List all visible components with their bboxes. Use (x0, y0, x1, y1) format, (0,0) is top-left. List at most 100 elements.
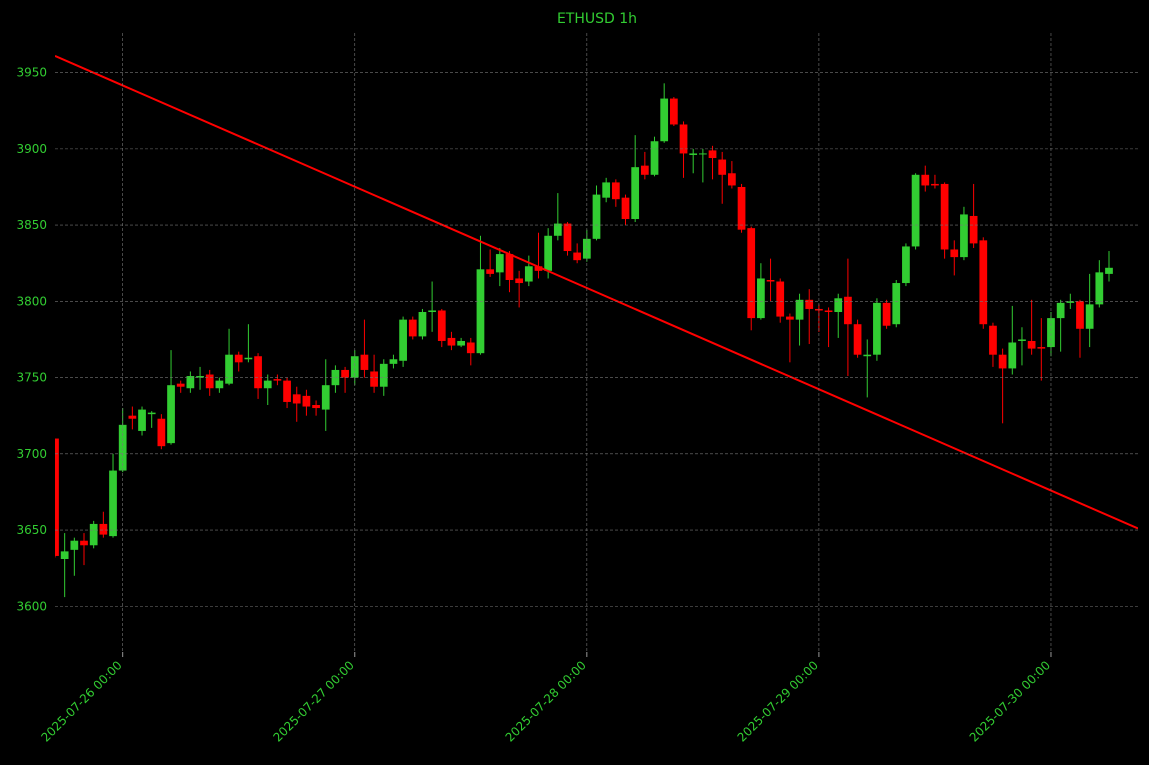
candle-body (757, 278, 765, 319)
candle-body (176, 383, 185, 387)
chart-title: ETHUSD 1h (557, 11, 637, 27)
candle-body (931, 183, 939, 186)
candle-body (80, 540, 88, 546)
candle-body (553, 223, 562, 236)
candle-body (234, 354, 243, 363)
candle-body (1037, 347, 1046, 349)
candle-body (989, 325, 997, 355)
y-tick-label: 3600 (16, 599, 47, 613)
y-tick-label: 3850 (16, 218, 47, 232)
candle-body (882, 302, 891, 326)
candle-body (921, 174, 930, 186)
candle-body (447, 337, 456, 346)
candle-body (157, 418, 166, 447)
candle-body (631, 167, 640, 220)
candle-body (679, 124, 688, 154)
candle-body (960, 214, 968, 258)
candle-body (408, 319, 417, 337)
candle-body (225, 354, 233, 384)
candle-body (167, 385, 175, 444)
candle-body (292, 394, 301, 404)
candle-body (873, 302, 881, 355)
candle-body (1018, 339, 1026, 341)
candle-body (196, 376, 204, 378)
x-tick-label: 2025-07-27 00:00 (271, 658, 357, 744)
candle-body (650, 141, 659, 175)
y-tick-label: 3900 (16, 142, 47, 156)
y-tick-label: 3800 (16, 294, 47, 308)
candle-body (669, 98, 678, 125)
candle-body (524, 266, 533, 282)
candle-body (437, 310, 446, 341)
candle-body (466, 342, 475, 354)
candle-body (273, 379, 282, 381)
candle-body (611, 182, 620, 200)
candle-body (370, 371, 378, 387)
candle-body (263, 380, 272, 389)
candle-body (215, 380, 224, 389)
candle-body (350, 356, 359, 378)
candle-body (138, 409, 146, 431)
candle-body (979, 240, 988, 325)
candle-body (505, 254, 514, 280)
candle-body (147, 412, 156, 415)
candle-body (708, 150, 717, 159)
candle-body (55, 438, 59, 556)
candle-body (534, 266, 543, 271)
plot-area (55, 54, 1138, 598)
y-tick-label: 3650 (16, 523, 47, 537)
candle-body (892, 283, 901, 325)
y-tick-label: 3700 (16, 447, 47, 461)
candle-body (573, 252, 582, 261)
candle-body (70, 540, 79, 550)
candle-body (1056, 302, 1065, 319)
candle-body (186, 376, 195, 389)
candle-body (118, 424, 127, 471)
candle-body (389, 359, 398, 364)
candle-body (205, 374, 214, 389)
candle-body (728, 173, 736, 186)
candle-body (592, 194, 601, 239)
trend-line (55, 54, 1138, 530)
candle-body (360, 354, 369, 370)
candle-body (689, 153, 698, 155)
candle-body (737, 186, 746, 230)
candle-body (950, 249, 959, 258)
candle-body (1105, 267, 1113, 274)
candle-body (457, 340, 465, 346)
x-tick-label: 2025-07-28 00:00 (503, 658, 589, 744)
candle-body (747, 228, 756, 319)
candle-body (128, 415, 137, 419)
candle-body (776, 281, 785, 317)
candle-body (244, 357, 253, 360)
candle-body (1047, 318, 1055, 348)
candle-body (766, 279, 775, 282)
candle-body (853, 324, 862, 355)
candle-body (1095, 272, 1104, 305)
candle-body (89, 523, 98, 546)
candle-body (515, 278, 524, 284)
candle-body (863, 354, 872, 357)
x-tick-label: 2025-07-26 00:00 (38, 658, 124, 744)
candle-body (1027, 340, 1036, 349)
x-tick-label: 2025-07-30 00:00 (967, 658, 1053, 744)
candle-body (302, 395, 311, 407)
candle-body (1066, 301, 1075, 303)
candle-body (341, 369, 349, 378)
candle-body (60, 551, 69, 559)
candle-body (602, 182, 611, 198)
candle-body (1008, 342, 1017, 369)
candle-body (312, 405, 320, 409)
candle-body (805, 299, 814, 309)
candle-body (824, 310, 833, 313)
candle-body (563, 223, 572, 252)
candle-body (911, 174, 920, 247)
candle-body (698, 153, 707, 155)
candle-body (786, 316, 794, 320)
candle-body (109, 470, 117, 537)
y-tick-label: 3950 (16, 66, 47, 80)
candle-body (621, 197, 630, 220)
candle-body (495, 254, 504, 273)
candle-body (476, 269, 485, 354)
candle-body (254, 356, 262, 389)
